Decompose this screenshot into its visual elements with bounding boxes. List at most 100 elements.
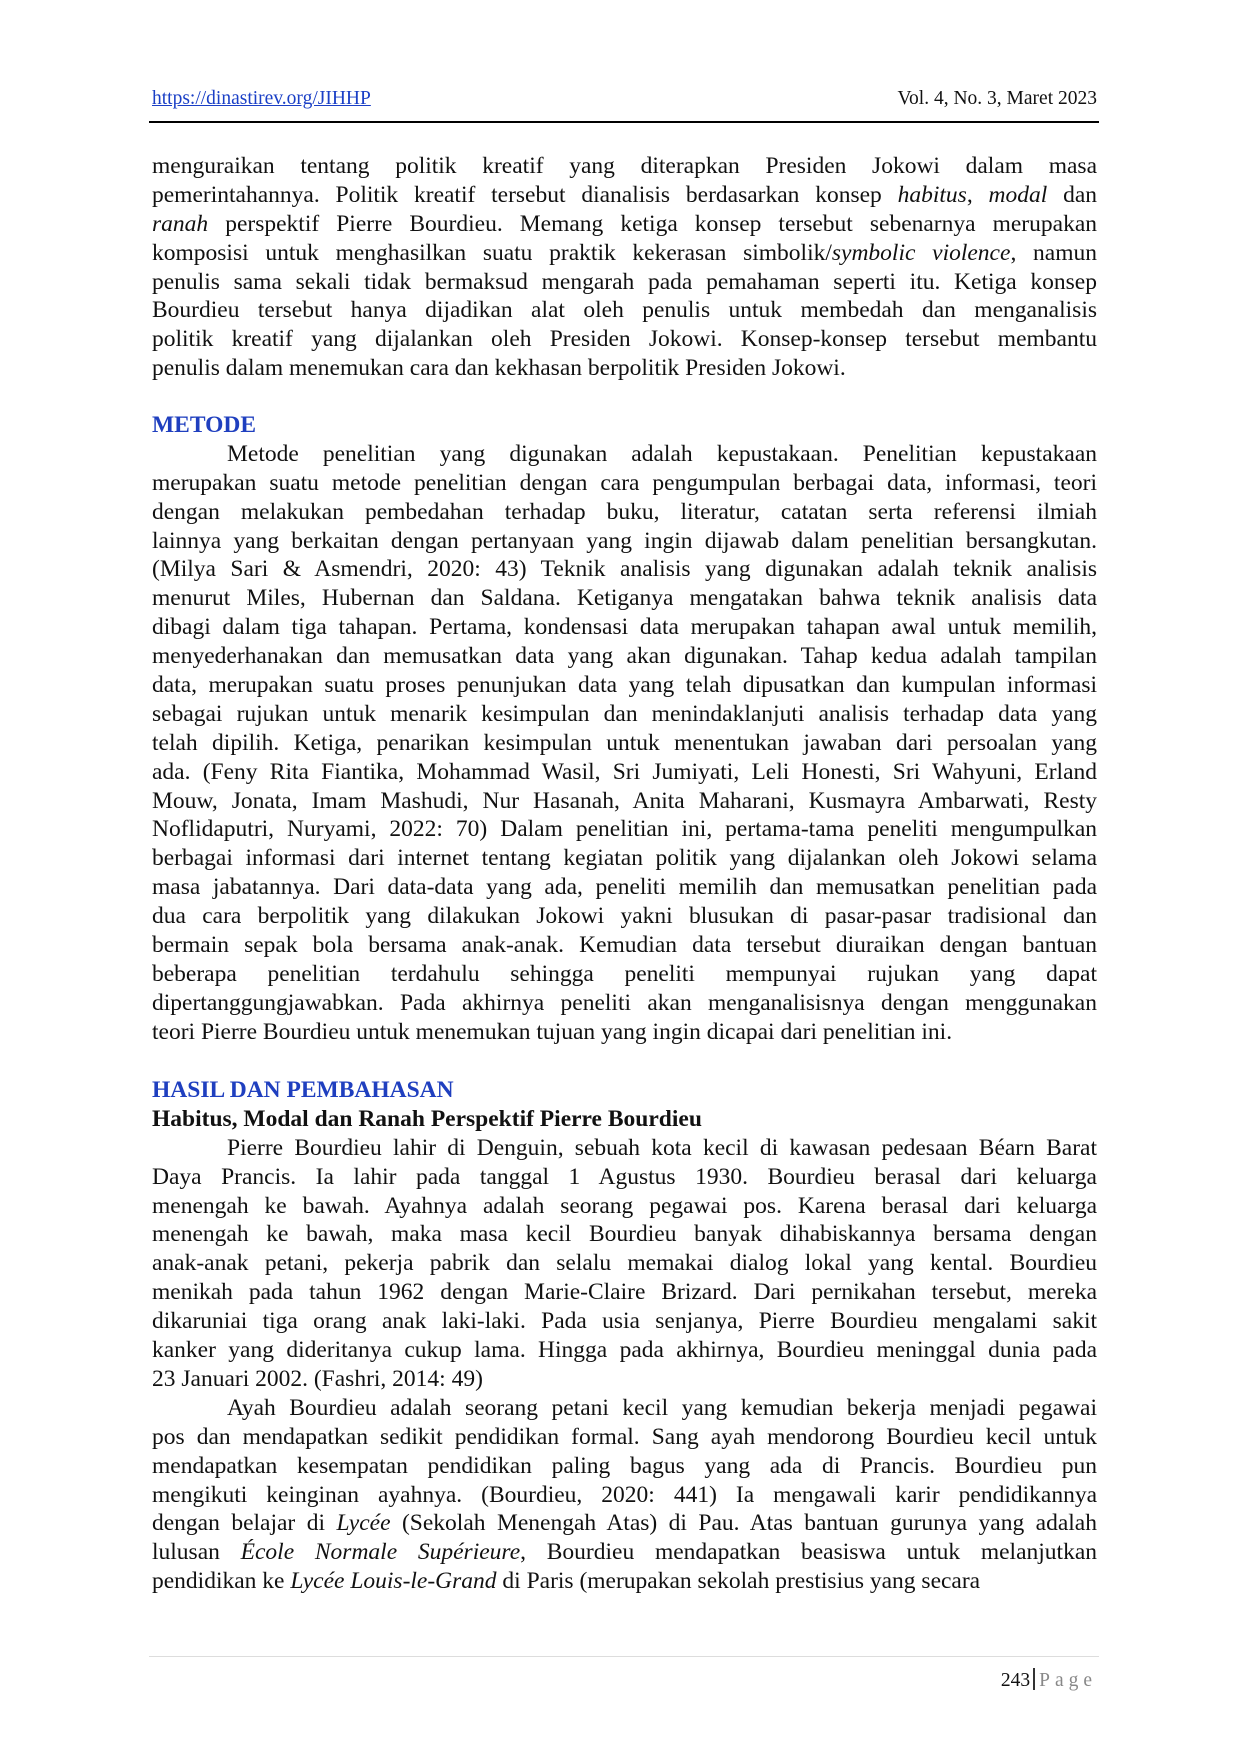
text-run: pendidikan ke [152,1568,291,1595]
text-line: dikaruniai tiga orang anak laki-laki. Pa… [152,1307,1097,1336]
text-line: menyederhanakan dan memusatkan data yang… [152,642,1097,671]
text-run: , [966,181,989,208]
text-run: ada. (Feny Rita Fiantika, Mohammad Wasil… [152,758,1097,785]
text-run: teori Pierre Bourdieu untuk menemukan tu… [152,1018,953,1045]
paragraph: Metode penelitian yang digunakan adalah … [152,440,1097,1047]
italic-term: École Normale Supérieure [240,1539,521,1566]
text-line: telah dipilih. Ketiga, penarikan kesimpu… [152,729,1097,758]
text-line: Noflidaputri, Nuryami, 2022: 70) Dalam p… [152,815,1097,844]
text-run: penulis dalam menemukan cara dan kekhasa… [152,355,846,382]
italic-term: Lycée [336,1510,391,1537]
text-line: komposisi untuk menghasilkan suatu prakt… [152,239,1097,268]
text-run: dengan melakukan pembedahan terhadap buk… [152,498,1097,525]
text-line: beberapa penelitian terdahulu sehingga p… [152,960,1097,989]
text-line: penulis dalam menemukan cara dan kekhasa… [152,354,1097,383]
text-run: telah dipilih. Ketiga, penarikan kesimpu… [152,729,1097,756]
text-run: bermain sepak bola bersama anak-anak. Ke… [152,932,1097,959]
text-line: Ayah Bourdieu adalah seorang petani keci… [152,1394,1097,1423]
paragraph: menguraikan tentang politik kreatif yang… [152,152,1097,383]
text-line: menengah ke bawah. Ayahnya adalah seoran… [152,1192,1097,1221]
hasil-section: HASIL DAN PEMBAHASAN Habitus, Modal dan R… [152,1076,1097,1596]
page-label: Page [1039,1670,1097,1691]
footer-rule [149,1656,1099,1657]
text-run: dengan belajar di [152,1510,337,1537]
section-heading: METODE [152,412,257,438]
text-run: mendapatkan kesempatan pendidikan paling… [152,1452,1097,1479]
text-line: dengan melakukan pembedahan terhadap buk… [152,498,1097,527]
subsection-heading: Habitus, Modal dan Ranah Perspektif Pier… [152,1105,702,1132]
text-line: ranah perspektif Pierre Bourdieu. Memang… [152,210,1097,239]
text-run: 23 Januari 2002. (Fashri, 2014: 49) [152,1365,483,1392]
text-run: Ayah Bourdieu adalah seorang petani keci… [227,1394,1097,1421]
text-run: dua cara berpolitik yang dilakukan Jokow… [152,903,1097,930]
text-line: lulusan École Normale Supérieure, Bourdi… [152,1538,1097,1567]
text-run: menengah ke bawah. Ayahnya adalah seoran… [152,1192,1097,1219]
text-run: pemerintahannya. Politik kreatif tersebu… [152,181,898,208]
page-number: 243 [1000,1670,1031,1691]
text-line: anak-anak petani, pekerja pabrik dan sel… [152,1249,1097,1278]
text-run: komposisi untuk menghasilkan suatu prakt… [152,239,832,266]
text-line: dipertanggungjawabkan. Pada akhirnya pen… [152,989,1097,1018]
text-line: 23 Januari 2002. (Fashri, 2014: 49) [152,1365,1097,1394]
text-line: pemerintahannya. Politik kreatif tersebu… [152,181,1097,210]
text-run: beberapa penelitian terdahulu sehingga p… [152,960,1097,987]
text-run: menikah pada tahun 1962 dengan Marie-Cla… [152,1279,1097,1306]
text-run: di Paris (merupakan sekolah prestisius y… [496,1568,981,1595]
text-run: dibagi dalam tiga tahapan. Pertama, kond… [152,614,1097,641]
intro-section: menguraikan tentang politik kreatif yang… [152,152,1097,383]
text-run: dipertanggungjawabkan. Pada akhirnya pen… [152,989,1097,1016]
italic-term: symbolic violence [831,239,1011,266]
text-run: dan [1047,181,1098,208]
text-run: Bourdieu tersebut hanya dijadikan alat o… [152,297,1097,324]
header-rule [149,121,1099,123]
text-line: sebagai rujukan untuk menarik kesimpulan… [152,700,1097,729]
text-line: Bourdieu tersebut hanya dijadikan alat o… [152,296,1097,325]
text-run: perspektif Pierre Bourdieu. Memang ketig… [208,210,1097,237]
text-run: (Sekolah Menengah Atas) di Pau. Atas ban… [390,1510,1097,1537]
italic-term: ranah [152,210,209,237]
journal-url-link[interactable]: https://dinastirev.org/JIHHP [152,88,371,109]
page-header: https://dinastirev.org/JIHHP Vol. 4, No.… [152,88,1097,116]
text-line: merupakan suatu metode penelitian dengan… [152,469,1097,498]
text-run: sebagai rujukan untuk menarik kesimpulan… [152,700,1097,727]
text-line: kanker yang dideritanya cukup lama. Hing… [152,1336,1097,1365]
text-line: dibagi dalam tiga tahapan. Pertama, kond… [152,613,1097,642]
text-line: mendapatkan kesempatan pendidikan paling… [152,1452,1097,1481]
text-line: menengah ke bawah, maka masa kecil Bourd… [152,1220,1097,1249]
italic-term: modal [988,181,1048,208]
text-line: Pierre Bourdieu lahir di Denguin, sebuah… [152,1134,1097,1163]
page-footer: 243 Page [1001,1668,1097,1692]
text-line: penulis sama sekali tidak bermaksud meng… [152,268,1097,297]
text-run: anak-anak petani, pekerja pabrik dan sel… [152,1250,1097,1277]
text-run: Noflidaputri, Nuryami, 2022: 70) Dalam p… [152,816,1097,843]
text-line: teori Pierre Bourdieu untuk menemukan tu… [152,1018,1097,1047]
text-line: lainnya yang berkaitan dengan pertanyaan… [152,527,1097,556]
text-run: , namun [1010,239,1097,266]
text-run: mengikuti keinginan ayahnya. (Bourdieu, … [152,1481,1097,1508]
text-run: Pierre Bourdieu lahir di Denguin, sebuah… [227,1134,1097,1161]
text-line: ada. (Feny Rita Fiantika, Mohammad Wasil… [152,758,1097,787]
text-run: menguraikan tentang politik kreatif yang… [152,153,1097,179]
text-run: pos dan mendapatkan sedikit pendidikan f… [152,1423,1097,1450]
text-run: berbagai informasi dari internet tentang… [152,845,1097,872]
text-line: bermain sepak bola bersama anak-anak. Ke… [152,931,1097,960]
text-line: Mouw, Jonata, Imam Mashudi, Nur Hasanah,… [152,787,1097,816]
text-run: politik kreatif yang dijalankan oleh Pre… [152,326,1097,353]
text-line: menguraikan tentang politik kreatif yang… [152,152,1097,181]
text-run: , Bourdieu mendapatkan beasiswa untuk me… [520,1539,1097,1566]
text-line: berbagai informasi dari internet tentang… [152,844,1097,873]
text-run: kanker yang dideritanya cukup lama. Hing… [152,1337,1097,1364]
text-run: masa jabatannya. Dari data-data yang ada… [152,874,1097,901]
footer-separator [1033,1668,1036,1690]
text-line: mengikuti keinginan ayahnya. (Bourdieu, … [152,1481,1097,1510]
text-run: dikaruniai tiga orang anak laki-laki. Pa… [152,1308,1097,1335]
text-run: Metode penelitian yang digunakan adalah … [227,440,1097,467]
text-run: penulis sama sekali tidak bermaksud meng… [152,268,1097,295]
text-line: Metode penelitian yang digunakan adalah … [152,440,1097,469]
text-line: pendidikan ke Lycée Louis-le-Grand di Pa… [152,1567,1097,1596]
text-run: lulusan [152,1539,241,1566]
text-line: pos dan mendapatkan sedikit pendidikan f… [152,1423,1097,1452]
text-run: lainnya yang berkaitan dengan pertanyaan… [152,527,1097,554]
text-line: (Milya Sari & Asmendri, 2020: 43) Teknik… [152,555,1097,584]
text-line: menurut Miles, Hubernan dan Saldana. Ket… [152,584,1097,613]
